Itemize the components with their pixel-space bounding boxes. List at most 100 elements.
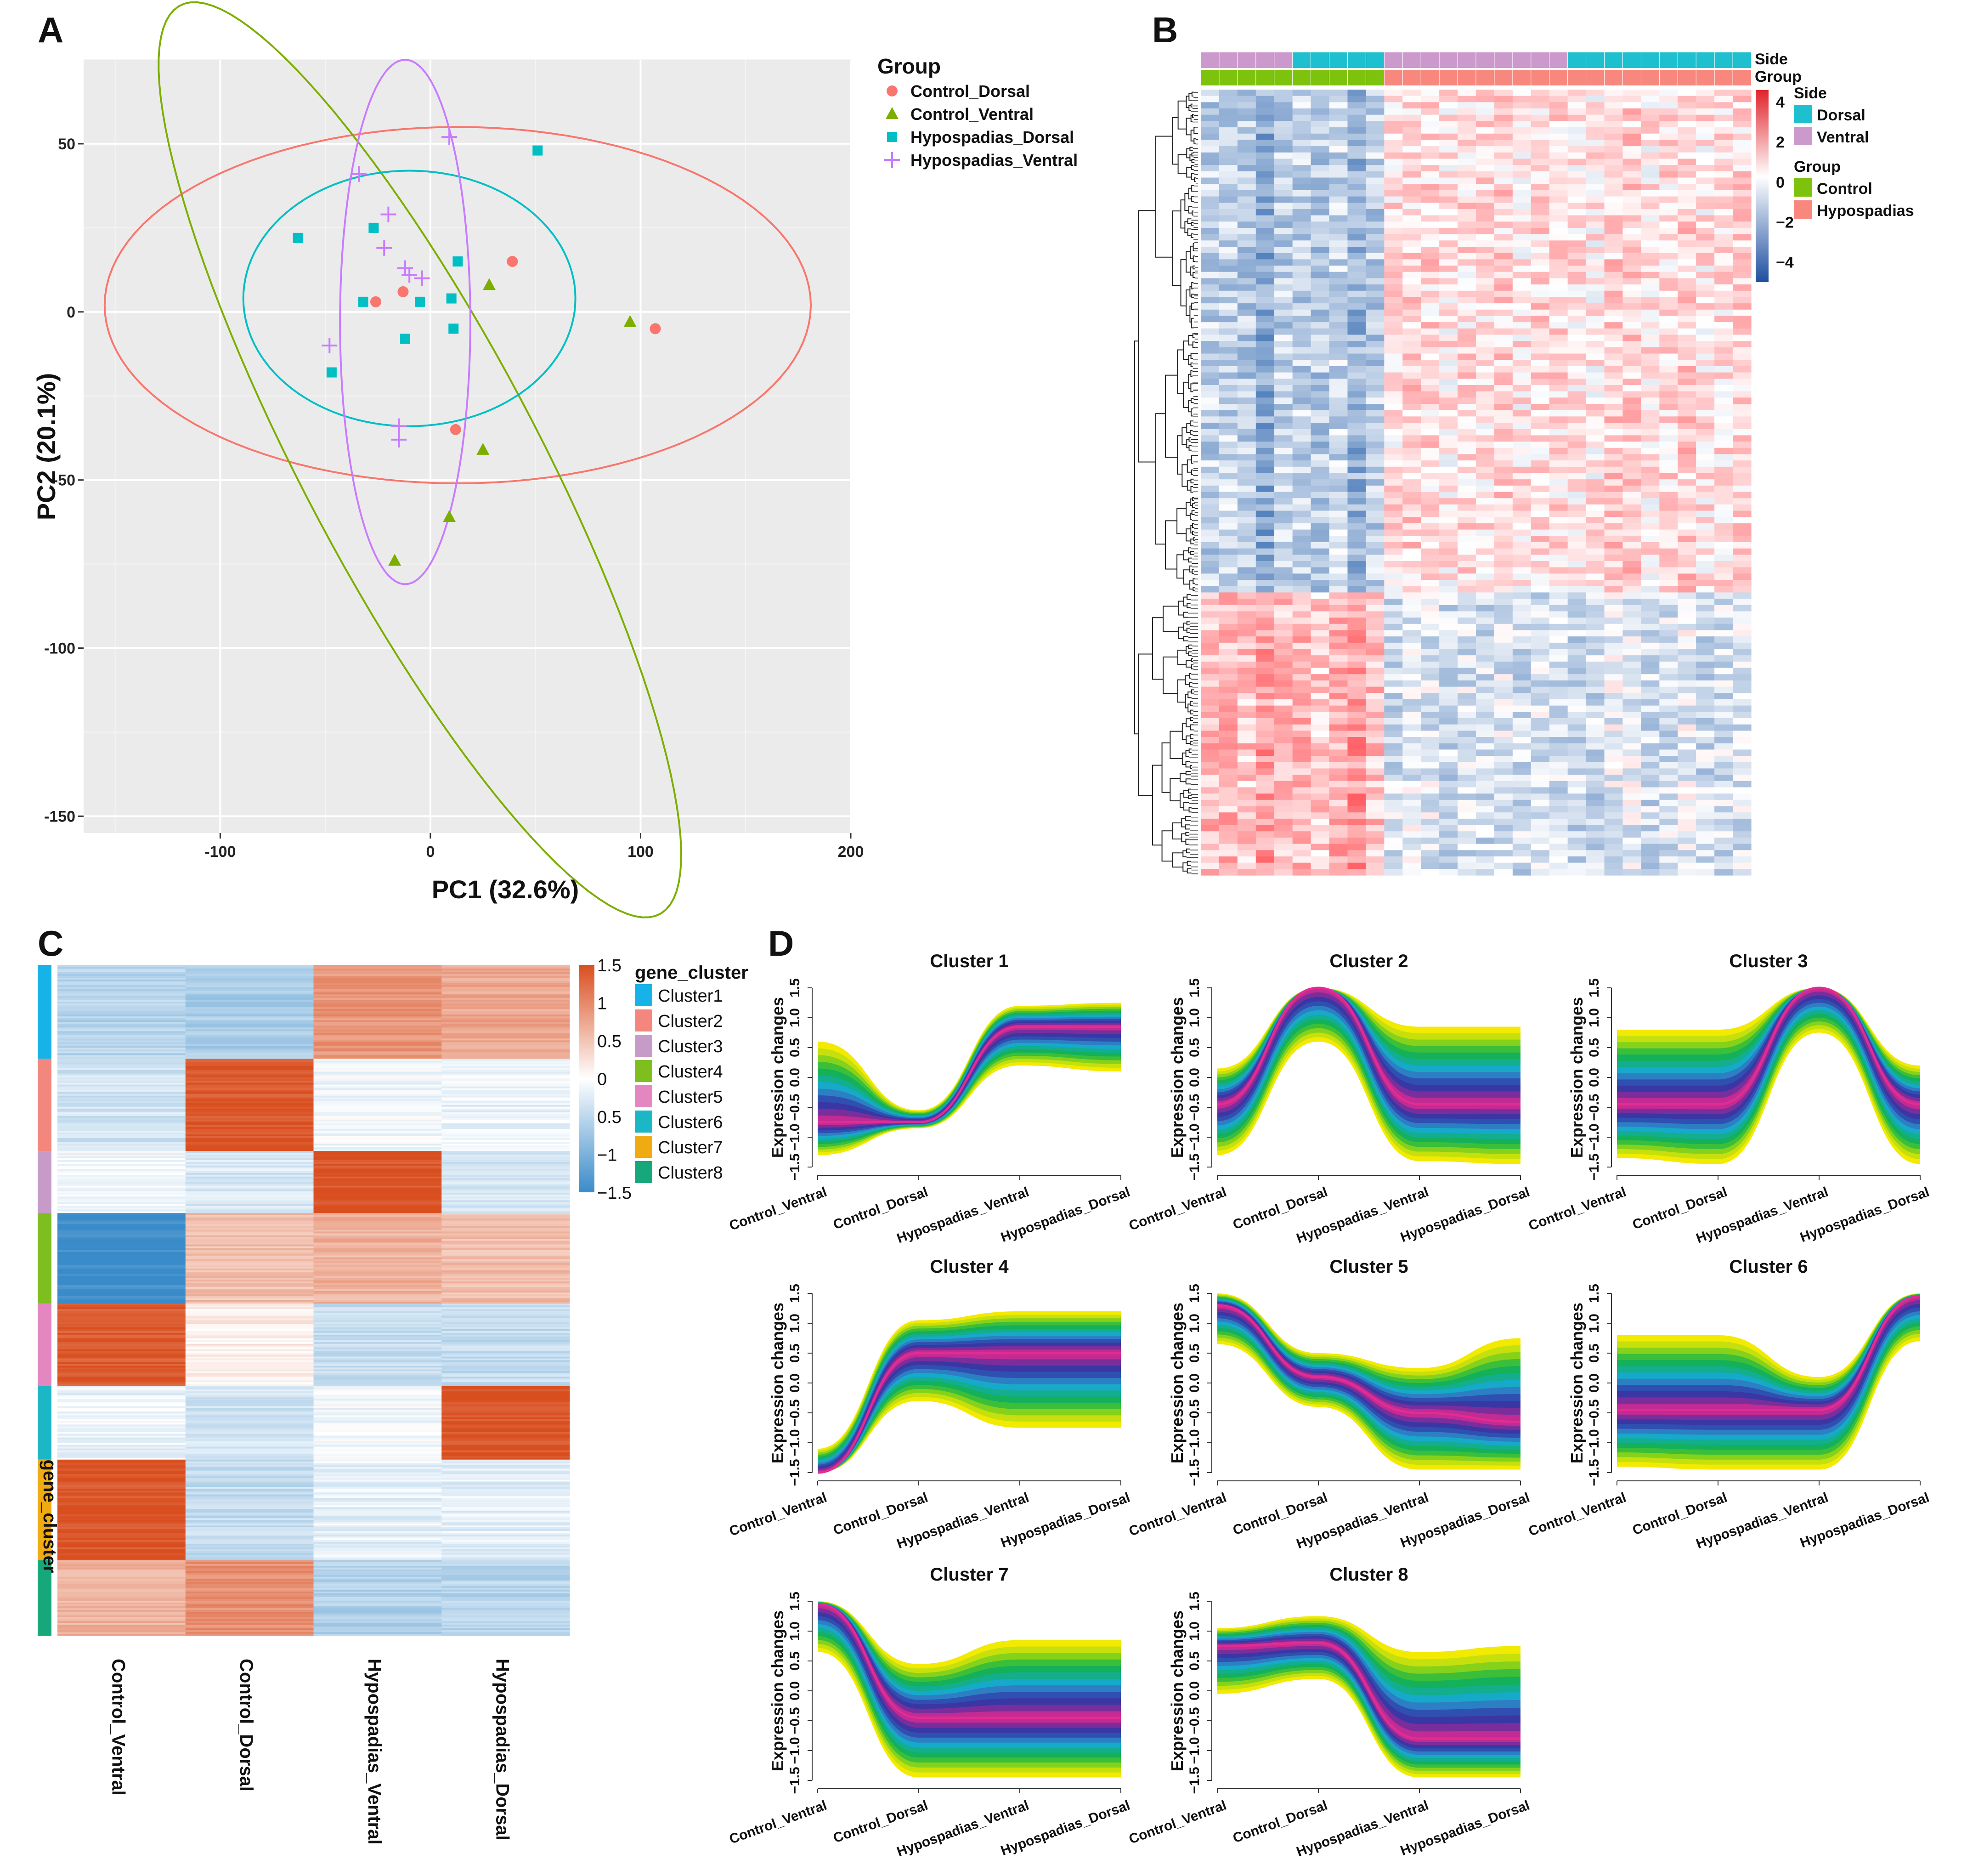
heatmap-cell [1696,133,1715,141]
dendrogram-branch [1193,127,1195,134]
heatmap-cell [1347,221,1366,228]
heatmap-cell [1329,768,1348,775]
heatmap-cell [1201,215,1220,222]
cluster-heatmap-cell [313,1230,442,1232]
dendrogram-branch [1192,210,1194,215]
heatmap-cell [1384,674,1403,681]
heatmap-cell [1512,510,1532,517]
cluster-heatmap-cell [313,1287,442,1289]
heatmap-cell [1255,309,1275,317]
cluster-heatmap-cell [57,1211,186,1213]
cluster-heatmap-cell [185,1005,314,1008]
heatmap-cell [1458,114,1476,121]
heatmap-cell [1512,360,1532,367]
cluster-heatmap-cell [185,1018,314,1020]
heatmap-cell [1659,454,1678,461]
heatmap-cell [1255,278,1275,285]
heatmap-cell [1347,322,1366,329]
heatmap-cell [1402,209,1421,216]
heatmap-cell [1402,743,1421,750]
heatmap-cell [1255,781,1275,788]
heatmap-cell [1237,504,1256,511]
heatmap-cell [1512,272,1532,278]
heatmap-cell [1733,567,1752,574]
heatmap-cell [1567,668,1587,674]
heatmap-cell [1384,372,1403,379]
heatmap-cell [1458,768,1476,775]
heatmap-cell [1733,674,1752,681]
cluster-heatmap-cell [313,1083,442,1085]
heatmap-cell [1458,404,1476,411]
heatmap-cell [1421,278,1440,285]
heatmap-cell [1347,548,1366,555]
cluster-heatmap-cell [441,1173,570,1175]
heatmap-cell [1659,372,1678,379]
heatmap-cell [1714,649,1733,656]
heatmap-cell [1458,429,1476,436]
heatmap-cell [1458,322,1476,329]
heatmap-cell [1531,573,1550,580]
heatmap-cell [1714,290,1733,298]
heatmap-cell [1531,316,1550,323]
heatmap-cell [1219,203,1238,210]
dendrogram-branch [1189,512,1192,520]
heatmap-cell [1494,297,1513,304]
heatmap-cell [1366,661,1385,669]
heatmap-cell [1439,102,1458,109]
cluster-heatmap-cell [441,1144,570,1146]
heatmap-cell [1622,705,1641,712]
heatmap-cell [1641,724,1660,731]
cluster-heatmap-cell [441,1015,570,1017]
heatmap-cell [1586,121,1605,128]
heatmap-cell [1402,309,1421,317]
heatmap-cell [1329,693,1348,700]
heatmap-cell [1329,259,1348,266]
heatmap-cell [1255,661,1275,669]
cluster-heatmap-cell [57,1270,186,1273]
heatmap-cell [1384,227,1403,235]
heatmap-cell [1678,699,1696,706]
dendrogram-branch [1188,355,1191,365]
cluster-heatmap-cell [441,1125,570,1128]
heatmap-cell [1586,165,1605,172]
heatmap-cell [1714,102,1733,109]
heatmap-cell [1567,768,1587,775]
heatmap-cell [1659,303,1678,310]
heatmap-cell [1329,862,1348,869]
heatmap-cell [1714,379,1733,385]
heatmap-cell [1586,435,1605,442]
heatmap-cell [1292,278,1311,285]
cluster-heatmap-cell [313,1176,442,1179]
heatmap-cell [1696,674,1715,681]
heatmap-cell [1567,825,1587,832]
heatmap-cell [1439,184,1458,191]
cluster-heatmap-cell [441,996,570,998]
heatmap-cell [1531,379,1550,385]
heatmap-cell [1531,184,1550,191]
heatmap-cell [1402,699,1421,706]
cluster-heatmap-cell [441,1239,570,1241]
heatmap-cell [1311,203,1330,210]
heatmap-cell [1366,184,1385,191]
heatmap-cell [1567,278,1587,285]
heatmap-cell [1219,146,1238,153]
cluster-heatmap-cell [313,1011,442,1013]
heatmap-cell [1274,787,1293,794]
cluster-heatmap-cell [441,1241,570,1243]
heatmap-cell [1347,146,1366,153]
heatmap-cell [1421,290,1440,298]
heatmap-cell [1586,423,1605,430]
heatmap-cell [1641,385,1660,392]
cluster-heatmap-cell [185,1275,314,1278]
heatmap-cell [1347,705,1366,712]
heatmap-cell [1402,618,1421,624]
cluster-heatmap-cell [441,1000,570,1002]
heatmap-cell [1421,674,1440,681]
heatmap-cell [1458,781,1476,788]
heatmap-cell [1402,749,1421,756]
heatmap-cell [1402,825,1421,832]
heatmap-cell [1678,190,1696,197]
heatmap-cell [1696,485,1715,493]
heatmap-cell [1311,316,1330,323]
heatmap-cell [1274,573,1293,580]
